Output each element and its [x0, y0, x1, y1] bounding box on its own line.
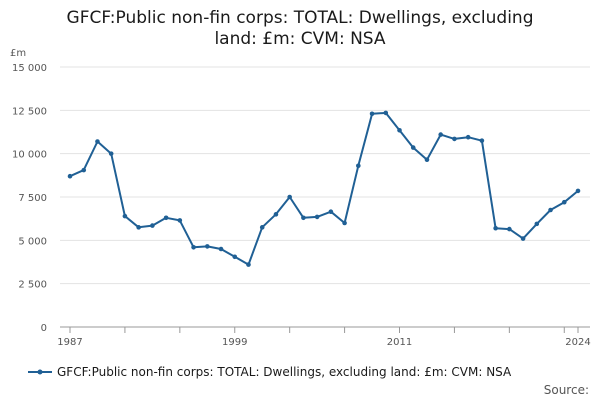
series-line: [69, 111, 579, 266]
data-point: [575, 188, 581, 194]
data-point: [356, 163, 361, 169]
data-point: [67, 173, 73, 179]
y-tick-label: 2 500: [18, 280, 47, 291]
data-point: [342, 220, 347, 226]
data-point: [561, 199, 567, 205]
y-tick-label: 12 500: [12, 106, 47, 117]
y-tick-label: 7 500: [18, 193, 47, 204]
data-point: [136, 225, 141, 230]
series-points: [67, 110, 581, 267]
legend: GFCF:Public non-fin corps: TOTAL: Dwelli…: [28, 365, 512, 379]
data-point: [507, 226, 512, 232]
data-point: [479, 138, 485, 143]
grid-lines: [60, 66, 590, 285]
data-point: [163, 215, 169, 221]
data-point: [191, 244, 196, 250]
x-tick-label: 1999: [222, 337, 247, 348]
data-point: [95, 139, 100, 144]
data-point: [150, 223, 155, 228]
data-point: [534, 221, 540, 227]
data-point: [397, 127, 402, 133]
y-axis-unit-label: £m: [10, 48, 26, 59]
y-tick-label: 15 000: [12, 63, 47, 74]
source-label: Source:: [544, 383, 589, 397]
data-point: [232, 254, 238, 260]
data-point: [548, 207, 553, 213]
x-tick-label: 1987: [57, 337, 82, 348]
data-point: [81, 167, 87, 173]
data-point: [410, 145, 416, 150]
data-point: [204, 244, 210, 249]
y-tick-label: 5 000: [18, 236, 47, 247]
data-point: [301, 215, 306, 221]
data-point: [452, 136, 457, 142]
data-point: [493, 225, 498, 231]
data-point: [246, 262, 251, 267]
y-tick-label: 0: [41, 323, 47, 334]
data-point: [273, 212, 279, 217]
data-point: [520, 236, 526, 241]
chart-title: GFCF:Public non-fin corps: TOTAL: Dwelli…: [67, 8, 534, 49]
y-axis-ticks: 0 2 500 5 000 7 500 10 000 12 500 15 000: [12, 63, 47, 334]
data-point: [177, 218, 183, 223]
data-point: [259, 225, 265, 230]
chart-title-line: land: £m: CVM: NSA: [214, 29, 385, 49]
data-point: [287, 194, 292, 200]
data-point: [369, 111, 375, 117]
y-tick-label: 10 000: [12, 150, 47, 161]
data-point: [465, 134, 471, 140]
data-point: [383, 110, 389, 116]
legend-swatch-marker: [37, 369, 43, 375]
x-tick-label: 2024: [565, 337, 590, 348]
data-point: [218, 246, 224, 252]
x-tick-label: 2011: [387, 337, 412, 348]
chart-title-line: GFCF:Public non-fin corps: TOTAL: Dwelli…: [67, 8, 534, 28]
data-point: [314, 214, 320, 220]
data-point: [108, 151, 114, 156]
data-point: [424, 157, 430, 163]
legend-label: GFCF:Public non-fin corps: TOTAL: Dwelli…: [57, 365, 512, 379]
data-point: [328, 209, 334, 215]
data-point: [122, 213, 128, 219]
data-point: [438, 132, 444, 137]
x-axis-ticks: 1987 1999 2011 2024: [57, 327, 591, 348]
